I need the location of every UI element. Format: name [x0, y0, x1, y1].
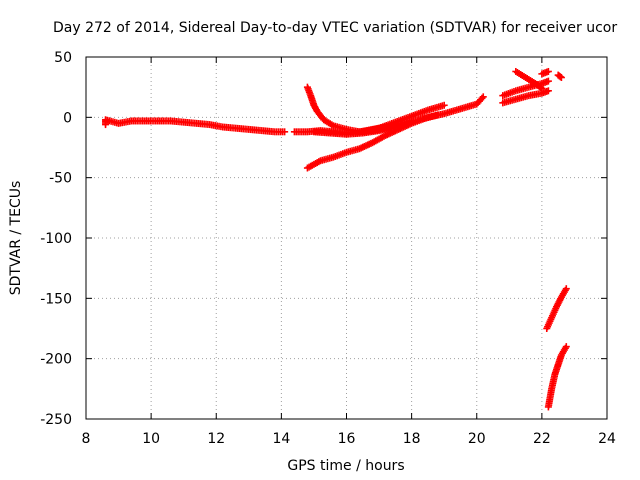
x-tick-label: 8 — [82, 431, 91, 447]
data-point — [537, 83, 545, 91]
data-point — [478, 94, 486, 102]
x-tick-label: 22 — [533, 431, 551, 447]
data-point — [544, 77, 552, 85]
y-tick-label: -200 — [40, 352, 72, 368]
y-axis-title: SDTVAR / TECUs — [8, 181, 24, 296]
data-point — [538, 84, 546, 92]
chart-title: Day 272 of 2014, Sidereal Day-to-day VTE… — [53, 20, 617, 36]
data-point — [562, 343, 570, 351]
x-tick-label: 10 — [142, 431, 160, 447]
x-tick-label: 24 — [598, 431, 616, 447]
data-point — [544, 67, 552, 75]
x-tick-label: 18 — [403, 431, 421, 447]
data-point — [562, 285, 570, 293]
grid — [86, 57, 607, 419]
y-tick-label: -150 — [40, 291, 72, 307]
data-point — [544, 87, 552, 95]
data-point — [556, 73, 564, 81]
x-tick-label: 12 — [207, 431, 225, 447]
x-tick-label: 20 — [468, 431, 486, 447]
y-tick-label: -250 — [40, 412, 72, 428]
data-point — [479, 93, 487, 101]
y-tick-label: -100 — [40, 231, 72, 247]
axis-ticks: 8 10 12 14 16 18 20 22 24 50 0 -50 -100 -150 -200 -250 — [40, 50, 616, 447]
data-points — [102, 67, 570, 411]
data-point — [557, 74, 565, 82]
data-point — [281, 128, 289, 136]
x-axis-title: GPS time / hours — [287, 458, 404, 474]
x-tick-label: 14 — [272, 431, 290, 447]
y-tick-label: 0 — [63, 110, 72, 126]
x-tick-label: 16 — [338, 431, 356, 447]
y-tick-label: 50 — [54, 50, 72, 66]
y-tick-label: -50 — [49, 171, 72, 187]
data-point — [440, 101, 448, 109]
